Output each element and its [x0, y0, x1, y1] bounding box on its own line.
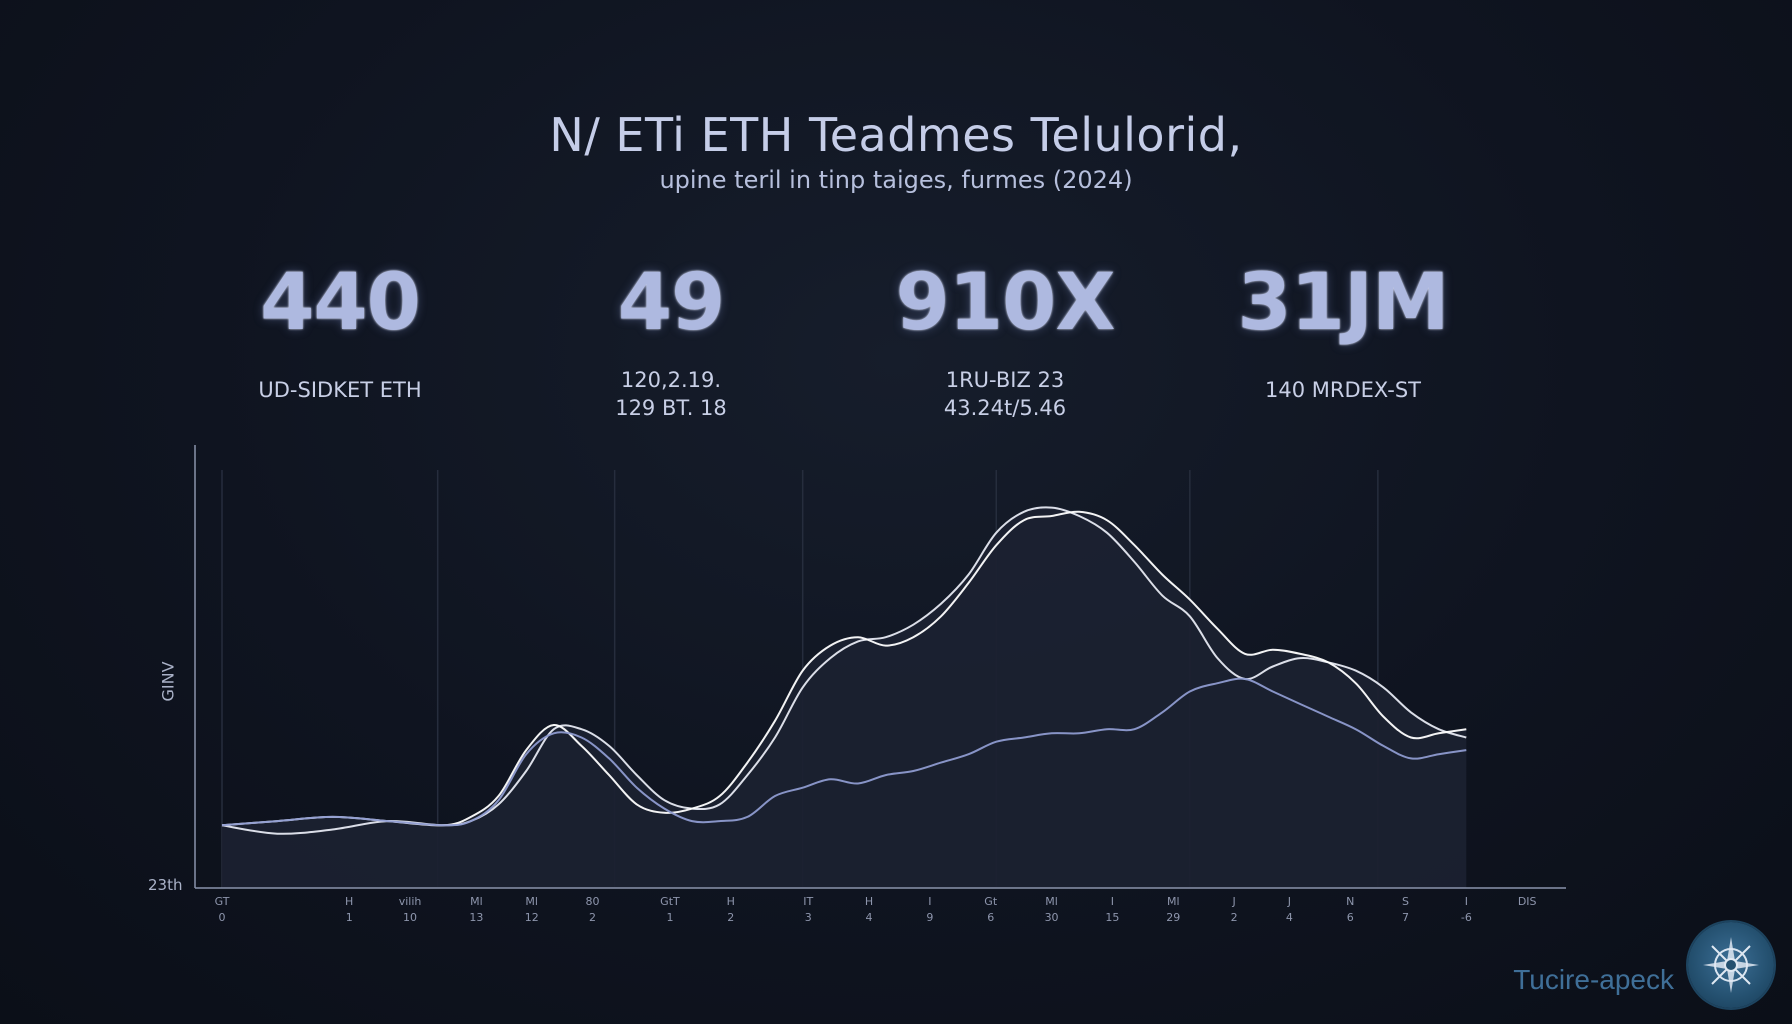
x-tick-label: S — [1402, 895, 1409, 908]
kpi-label: UD-SIDKET ETH — [258, 378, 422, 402]
kpi-value: 440 — [260, 258, 421, 348]
x-tick-label: 1 — [346, 911, 353, 924]
x-tick-label: GtT — [660, 895, 680, 908]
x-tick-label: 6 — [1347, 911, 1354, 924]
x-tick-label: 6 — [987, 911, 994, 924]
kpi-value: 910X — [895, 258, 1116, 348]
x-tick-label: 29 — [1166, 911, 1180, 924]
chart-title: N/ ETi ETH Teadmes Telulorid, — [549, 108, 1243, 162]
x-tick-label: J — [1287, 895, 1291, 908]
x-tick-label: J — [1231, 895, 1235, 908]
x-tick-label: 13 — [469, 911, 483, 924]
x-tick-label: -6 — [1461, 911, 1472, 924]
x-tick-label: Gt — [984, 895, 998, 908]
x-tick-label: 4 — [866, 911, 873, 924]
x-tick-label: Ml — [1045, 895, 1058, 908]
kpi-value: 49 — [617, 258, 726, 348]
kpi-label: 140 MRDEX-ST — [1265, 378, 1421, 402]
series-line-3 — [221, 677, 1467, 827]
kpi-card-1: 440 UD-SIDKET ETH — [180, 258, 500, 404]
x-tick-label: Ml — [1167, 895, 1180, 908]
kpi-label: 1RU-BIZ 23 43.24t/5.46 — [943, 368, 1067, 420]
x-tick-label: 3 — [805, 911, 812, 924]
kpi-card-3: 910X 1RU-BIZ 23 43.24t/5.46 — [845, 258, 1165, 422]
x-tick-label: vilih — [399, 895, 422, 908]
x-tick-label: H — [727, 895, 735, 908]
series-line-1 — [221, 506, 1467, 835]
x-tick-label: 12 — [525, 911, 539, 924]
x-tick-label: 9 — [926, 911, 933, 924]
x-tick-label: I — [1465, 895, 1468, 908]
kpi-card-4: 31JM 140 MRDEX-ST — [1183, 258, 1503, 404]
x-tick-label: 80 — [586, 895, 600, 908]
x-tick-label: 2 — [589, 911, 596, 924]
kpi-card-2: 49 120,2.19. 129 BT. 18 — [511, 258, 831, 422]
series-line-2 — [221, 510, 1467, 827]
kpi-label: 120,2.19. 129 BT. 18 — [615, 368, 727, 420]
kpi-value: 31JM — [1237, 258, 1449, 348]
compass-logo-icon[interactable] — [1688, 922, 1774, 1008]
x-tick-label: I — [1111, 895, 1114, 908]
x-tick-label: 2 — [727, 911, 734, 924]
x-tick-label: DIS — [1518, 895, 1537, 908]
x-tick-label: 0 — [219, 911, 226, 924]
x-tick-label: 10 — [403, 911, 417, 924]
x-tick-label: 2 — [1231, 911, 1238, 924]
x-tick-label: IT — [803, 895, 813, 908]
brand-text: Tucire-apeck — [1513, 964, 1674, 995]
x-tick-label: H — [345, 895, 353, 908]
y-axis-min-label: 23th — [148, 876, 183, 894]
x-tick-label: Ml — [470, 895, 483, 908]
area-fill — [222, 507, 1467, 888]
x-tick-label: 30 — [1045, 911, 1059, 924]
x-tick-label: 7 — [1402, 911, 1409, 924]
x-tick-label: I — [928, 895, 931, 908]
x-tick-label: 4 — [1286, 911, 1293, 924]
x-tick-label: 1 — [666, 911, 673, 924]
x-tick-label: N — [1346, 895, 1354, 908]
x-tick-label: GT — [215, 895, 230, 908]
x-tick-label: 15 — [1105, 911, 1119, 924]
x-tick-label: H — [865, 895, 873, 908]
x-tick-label: Ml — [525, 895, 538, 908]
chart-subtitle: upine teril in tinp taiges, furmes (2024… — [659, 166, 1133, 194]
y-axis-label: GINV — [158, 661, 178, 702]
